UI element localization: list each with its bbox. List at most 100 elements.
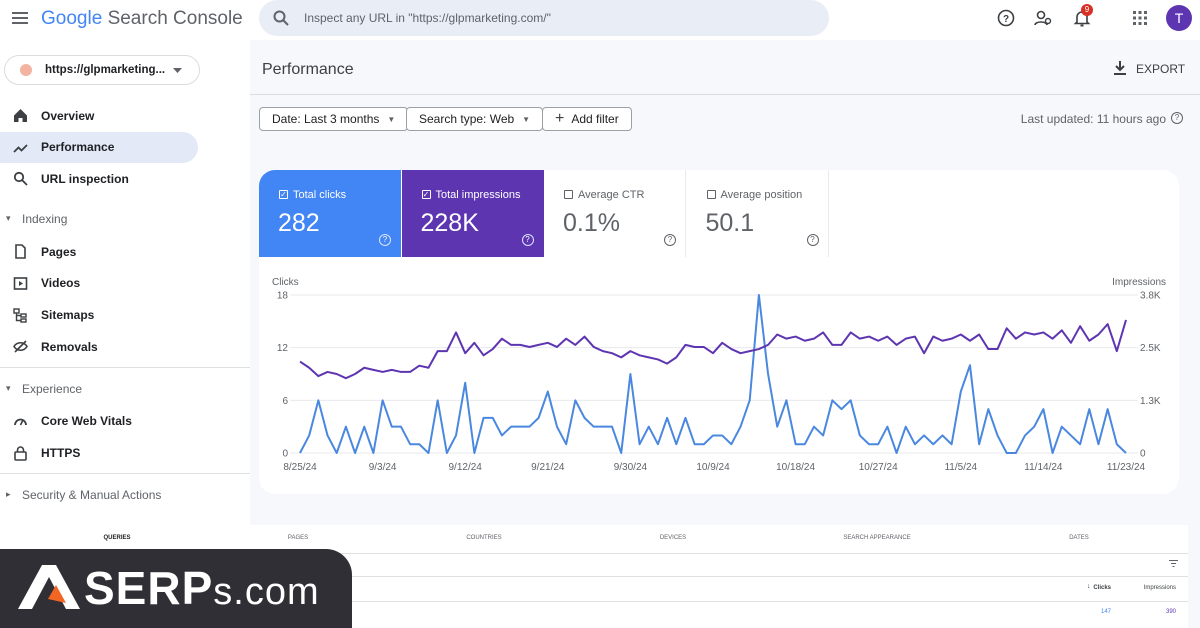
add-filter[interactable]: + Add filter	[542, 107, 632, 131]
menu-icon[interactable]	[12, 11, 28, 25]
divider	[0, 473, 250, 475]
x-tick-label: 10/18/24	[776, 462, 815, 473]
filter-icon[interactable]	[1169, 560, 1178, 567]
series-line	[299, 294, 1127, 454]
nav-icon	[13, 307, 27, 323]
help-icon: ?	[379, 234, 391, 246]
metric-label: Total clicks	[293, 189, 347, 201]
search-placeholder: Inspect any URL in "https://glpmarketing…	[304, 11, 551, 25]
checkbox	[706, 190, 716, 199]
dropdown-arrow	[173, 68, 182, 73]
metric-value: 0.1%	[563, 209, 620, 237]
export-icon[interactable]	[1114, 61, 1126, 75]
section-arrow: ▾	[6, 213, 11, 224]
table-tab[interactable]: Countries	[466, 535, 502, 541]
last-updated: Last updated: 11 hours ago	[1020, 112, 1166, 126]
filter-chip[interactable]: Date: Last 3 months ▼	[259, 107, 409, 131]
table-tab[interactable]: Devices	[659, 535, 687, 541]
chip-label: Add filter	[571, 112, 619, 126]
metric-value: 282	[278, 209, 320, 237]
page-title: Performance	[262, 61, 354, 78]
avatar[interactable]: T	[1166, 5, 1192, 31]
google-word: Google	[41, 8, 103, 29]
nav-item[interactable]: Videos	[0, 268, 198, 299]
logo-banner: SERPs.com	[0, 549, 352, 628]
property-url: https://glpmarketing...	[45, 64, 166, 76]
svg-text:?: ?	[1003, 14, 1009, 25]
nav-icon	[14, 418, 27, 426]
logo-icon	[18, 565, 80, 609]
property-selector[interactable]: https://glpmarketing...	[4, 55, 200, 85]
y-tick-label: 12	[277, 343, 289, 354]
help-icon: ?	[664, 234, 676, 246]
nav-item[interactable]: URL inspection	[0, 163, 198, 194]
section-arrow: ▸	[6, 489, 11, 500]
column-header[interactable]: Clicks	[1093, 585, 1111, 591]
y2-tick-label: 0	[1140, 449, 1146, 460]
help-icon: ?	[521, 234, 534, 246]
help-icon[interactable]: ?	[997, 9, 1015, 27]
section-arrow: ▾	[6, 382, 11, 393]
nav-icon	[13, 340, 28, 353]
y-axis-label: Clicks	[272, 277, 299, 288]
logo-main: SERP	[84, 562, 214, 614]
users-icon[interactable]	[1034, 9, 1052, 27]
divider	[0, 366, 250, 368]
x-tick-label: 9/21/24	[531, 462, 565, 473]
nav-item[interactable]: Performance	[0, 131, 198, 163]
chip-arrow: ▼	[522, 114, 531, 124]
filter-chip[interactable]: Search type: Web ▼	[406, 107, 544, 131]
help-icon: ?	[806, 234, 819, 246]
nav-item[interactable]: Pages	[0, 236, 198, 267]
console-word: Search Console	[107, 8, 243, 29]
nav-label: URL inspection	[41, 171, 129, 186]
nav-label: Performance	[41, 140, 115, 155]
nav-item[interactable]: Removals	[0, 331, 198, 362]
x-tick-label: 9/3/24	[369, 462, 397, 473]
nav-item[interactable]: Core Web Vitals	[0, 406, 198, 437]
metric-card[interactable]: ✓ Total impressions 228K?	[401, 170, 544, 257]
apps-icon[interactable]	[1133, 11, 1147, 25]
metric-card[interactable]: Average position 50.1?	[686, 170, 829, 257]
divider	[5, 601, 1188, 602]
checkbox: ✓	[421, 190, 431, 199]
table-tab[interactable]: Dates	[1069, 535, 1089, 541]
chart: Clicks Impressions 0 6 12 18 0 1.3K 2.5K 3.8K 8/25…	[272, 277, 1166, 473]
nav-item[interactable]: HTTPS	[0, 438, 198, 469]
table-tab[interactable]: Search appearance	[843, 535, 911, 541]
sort-arrow: ↓	[1087, 583, 1091, 590]
metric-card[interactable]: Average CTR 0.1%?	[544, 170, 686, 257]
checkbox: ✓	[279, 190, 288, 199]
nav-item[interactable]: Sitemaps	[0, 300, 198, 331]
section-title: Indexing	[22, 212, 68, 227]
x-tick-label: 9/12/24	[449, 462, 483, 473]
x-tick-label: 8/25/24	[283, 462, 317, 473]
nav-icon	[14, 445, 27, 461]
metric-card[interactable]: ✓ Total clicks 282?	[259, 170, 401, 257]
nav-icon	[13, 172, 28, 187]
metric-value: 50.1	[705, 209, 755, 237]
nav-label: Videos	[41, 276, 81, 291]
chip-arrow: ▼	[387, 114, 396, 124]
column-header[interactable]: Impressions	[1143, 585, 1176, 591]
nav-item[interactable]: Overview	[0, 100, 198, 131]
x-tick-label: 11/14/24	[1024, 462, 1063, 473]
y-tick-label: 18	[277, 291, 289, 302]
export-button[interactable]: EXPORT	[1136, 62, 1186, 76]
nav-label: Sitemaps	[41, 308, 95, 322]
logo-text: SERPs.com	[84, 563, 320, 617]
y2-axis-label: Impressions	[1112, 277, 1166, 288]
table-tab[interactable]: Queries	[103, 535, 131, 541]
info-icon[interactable]: ?	[1171, 112, 1183, 124]
nav-label: Core Web Vitals	[41, 414, 132, 429]
divider	[250, 94, 1200, 95]
table-cell: 147	[1100, 609, 1111, 615]
table-tab[interactable]: Pages	[287, 535, 309, 541]
nav-label: Overview	[41, 108, 95, 123]
url-inspect-bar[interactable]: Inspect any URL in "https://glpmarketing…	[259, 0, 829, 36]
nav-icon	[14, 109, 27, 122]
divider	[5, 553, 1188, 554]
nav-label: Removals	[41, 339, 98, 354]
logo-suffix: s.com	[213, 571, 320, 613]
